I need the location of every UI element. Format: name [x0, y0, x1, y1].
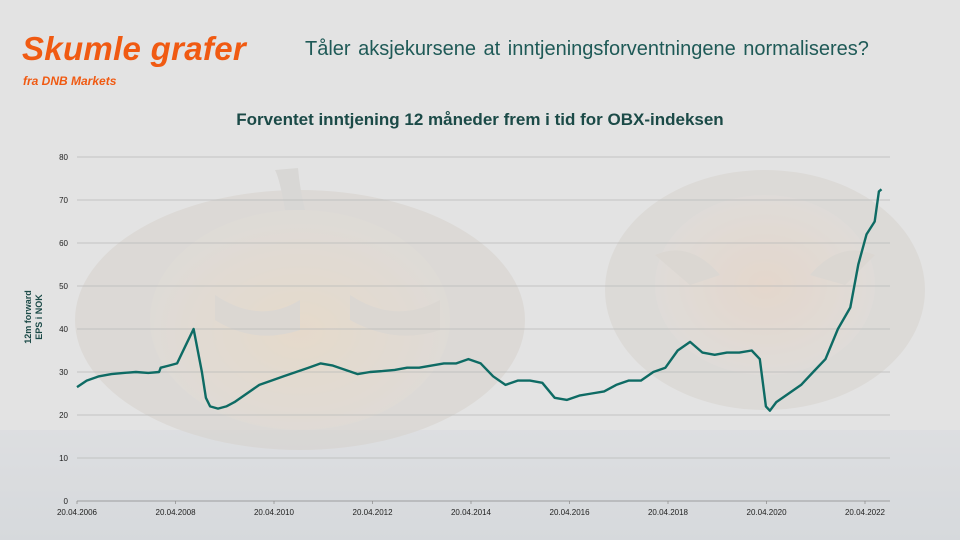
y-tick-label: 70: [59, 196, 68, 205]
x-tick-label: 20.04.2010: [254, 508, 295, 517]
y-tick-label: 60: [59, 239, 68, 248]
chart-title: Forventet inntjening 12 måneder frem i t…: [236, 110, 724, 129]
y-tick-label: 50: [59, 282, 68, 291]
eps-series-line: [76, 188, 883, 412]
x-tick-label: 20.04.2008: [156, 508, 197, 517]
y-tick-label: 30: [59, 368, 68, 377]
x-tick-label: 20.04.2014: [451, 508, 492, 517]
x-tick-label: 20.04.2022: [845, 508, 886, 517]
y-axis-label-line2: EPS i NOK: [34, 294, 44, 340]
y-tick-label: 80: [59, 153, 68, 162]
y-axis-label-line1: 12m forward: [23, 290, 33, 344]
y-tick-label: 0: [64, 497, 69, 506]
x-tick-label: 20.04.2018: [648, 508, 689, 517]
x-axis-ticks: 20.04.2006 20.04.2008 20.04.2010 20.04.2012…: [57, 501, 886, 517]
y-axis-ticks: 0 10 20 30 40 50 60 70 80: [59, 153, 68, 506]
y-tick-label: 20: [59, 411, 68, 420]
x-tick-label: 20.04.2006: [57, 508, 98, 517]
x-tick-label: 20.04.2012: [353, 508, 394, 517]
pumpkin-left-icon: [75, 168, 525, 450]
brand-subtitle: fra DNB Markets: [23, 74, 117, 88]
brand-title: Skumle grafer: [22, 30, 246, 67]
gridlines: [77, 156, 890, 459]
y-tick-label: 40: [59, 325, 68, 334]
y-tick-label: 10: [59, 454, 68, 463]
headline: Tåler aksjekursene at inntjeningsforvent…: [305, 38, 869, 60]
x-tick-label: 20.04.2016: [550, 508, 591, 517]
x-tick-label: 20.04.2020: [747, 508, 788, 517]
